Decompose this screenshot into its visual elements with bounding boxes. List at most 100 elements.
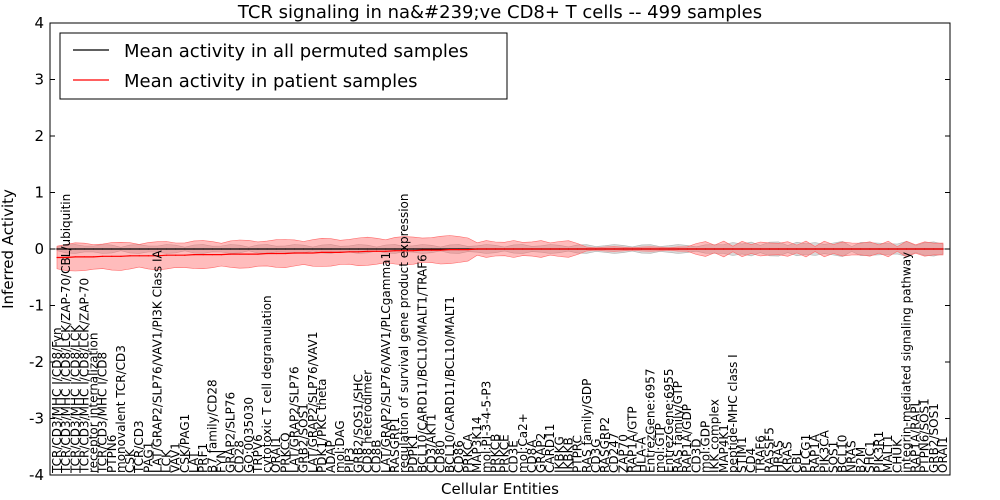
category-label: mol:DAG bbox=[333, 420, 347, 473]
data-point-patient bbox=[357, 251, 360, 253]
category-label: EntrezGene:6957 bbox=[644, 369, 658, 474]
y-ticks: -4 -3 -2 -1 0 1 2 3 4 bbox=[29, 14, 950, 484]
category-label: PTPN6/SOS1 bbox=[918, 398, 932, 473]
data-point-patient bbox=[613, 248, 615, 250]
data-point-patient bbox=[147, 255, 149, 257]
data-point-permuted bbox=[330, 248, 332, 250]
band-layer bbox=[56, 235, 944, 272]
data-point-patient bbox=[677, 248, 679, 250]
data-point-permuted bbox=[102, 248, 104, 250]
data-point-patient bbox=[56, 256, 58, 259]
data-point-patient bbox=[366, 250, 369, 252]
category-label: TRPV6 bbox=[251, 434, 265, 474]
category-label: CD3E bbox=[507, 440, 521, 473]
data-point-permuted bbox=[120, 248, 122, 250]
data-point-permuted bbox=[147, 248, 149, 250]
category-label: CARD11 bbox=[543, 424, 557, 473]
data-point-patient bbox=[394, 250, 396, 252]
data-point-patient bbox=[686, 248, 688, 250]
category-label: NRAS bbox=[845, 440, 859, 473]
category-label: PTPRC bbox=[571, 435, 585, 473]
category-label: PLCG1 bbox=[799, 434, 813, 473]
data-point-permuted bbox=[166, 248, 168, 250]
data-point-patient bbox=[549, 248, 551, 250]
category-label: ORAI1 bbox=[936, 436, 950, 473]
category-labels: TCR/CD3/MHC I/CD8/Fyn TCR/CD3/MHC I/CD8/L… bbox=[50, 194, 950, 474]
data-point-permuted bbox=[394, 248, 396, 250]
data-point-patient bbox=[741, 248, 743, 250]
category-label: B7 family/CD28 bbox=[205, 379, 219, 473]
data-point-permuted bbox=[184, 248, 186, 250]
category-label: ORAI1 bbox=[269, 436, 283, 473]
data-point-patient bbox=[531, 248, 533, 250]
category-label: IKBKG bbox=[552, 436, 566, 473]
data-point-permuted bbox=[175, 248, 177, 250]
category-label: GO:0035030 bbox=[242, 397, 256, 473]
data-point-patient bbox=[540, 248, 542, 250]
category-label: TCR/CD3/MHC I/CD8 bbox=[96, 352, 110, 474]
category-label: PIK3R1 bbox=[872, 431, 886, 473]
data-point-permuted bbox=[239, 248, 241, 250]
category-label: CD28 bbox=[233, 440, 247, 473]
category-label: CD86 bbox=[452, 440, 466, 473]
category-label: CD3D bbox=[689, 439, 703, 474]
category-label: CD3/AKT1 bbox=[425, 414, 439, 473]
category-label: PIK3CA bbox=[817, 429, 831, 473]
category-label: ADAP bbox=[324, 440, 338, 473]
x-axis-label: Cellular Entities bbox=[441, 480, 559, 498]
data-point-permuted bbox=[65, 248, 67, 250]
data-point-patient bbox=[175, 254, 177, 256]
data-point-patient bbox=[567, 248, 570, 250]
data-point-patient bbox=[723, 248, 725, 250]
category-label: PRKCB bbox=[488, 434, 502, 473]
data-point-patient bbox=[385, 250, 387, 252]
category-label: LAT/GRAP2/SLP76 bbox=[288, 366, 302, 473]
data-point-patient bbox=[430, 249, 433, 251]
data-point-patient bbox=[805, 248, 807, 250]
category-label: peptide-MHC class I bbox=[726, 354, 740, 473]
data-point-patient bbox=[248, 253, 250, 255]
y-tick-label: 0 bbox=[34, 240, 44, 258]
category-label: LAT/GRAP2/SLP76/VAV1/PLCgamma1 bbox=[379, 252, 393, 473]
data-point-permuted bbox=[211, 248, 213, 250]
data-point-permuted bbox=[156, 248, 159, 250]
legend-label-permuted: Mean activity in all permuted samples bbox=[124, 41, 468, 62]
data-point-permuted bbox=[421, 248, 423, 250]
data-point-permuted bbox=[56, 248, 58, 250]
data-point-patient bbox=[823, 248, 825, 250]
category-label: LAT/GRAP2/SLP76/VAV1/PI3K Class IA bbox=[151, 249, 165, 473]
data-point-permuted bbox=[385, 248, 387, 250]
data-point-patient bbox=[768, 248, 771, 250]
data-point-patient bbox=[887, 248, 889, 250]
category-label: CD3G bbox=[589, 438, 603, 473]
data-point-patient bbox=[476, 248, 478, 250]
category-label: GRB2/SOS1 bbox=[297, 403, 311, 473]
data-point-patient bbox=[202, 254, 204, 256]
data-point-patient bbox=[595, 248, 597, 250]
category-label: RAP1A bbox=[808, 433, 822, 473]
data-point-patient bbox=[129, 255, 131, 257]
data-point-patient bbox=[732, 248, 734, 250]
data-point-permuted bbox=[430, 248, 433, 250]
category-label: CD8A bbox=[525, 439, 539, 473]
data-point-permuted bbox=[92, 248, 95, 250]
data-point-patient bbox=[275, 252, 277, 255]
category-label: TCR/CD3/MHC I/CD8/Fyn bbox=[50, 327, 64, 474]
legend-box bbox=[59, 32, 508, 100]
data-point-patient bbox=[494, 248, 497, 250]
data-point-patient bbox=[869, 248, 871, 250]
category-label: MAP4K1 bbox=[717, 424, 731, 473]
category-label: TCR/CD3/MHC I/CD8/LCK/ZAP-70 bbox=[77, 278, 91, 474]
data-point-patient bbox=[83, 256, 86, 258]
category-label: cytotoxic T cell degranulation bbox=[260, 295, 274, 473]
legend: Mean activity in all permuted samples Me… bbox=[59, 32, 508, 100]
data-point-permuted bbox=[284, 248, 286, 250]
data-point-patient bbox=[239, 253, 241, 255]
category-label: RAP1A/GTP bbox=[625, 406, 639, 473]
data-point-patient bbox=[440, 249, 442, 251]
data-point-patient bbox=[229, 253, 232, 255]
data-point-permuted bbox=[111, 248, 113, 250]
category-label: GRB2/SOS1/SHC bbox=[351, 374, 365, 473]
data-point-patient bbox=[503, 248, 506, 250]
data-point-patient bbox=[120, 255, 122, 257]
